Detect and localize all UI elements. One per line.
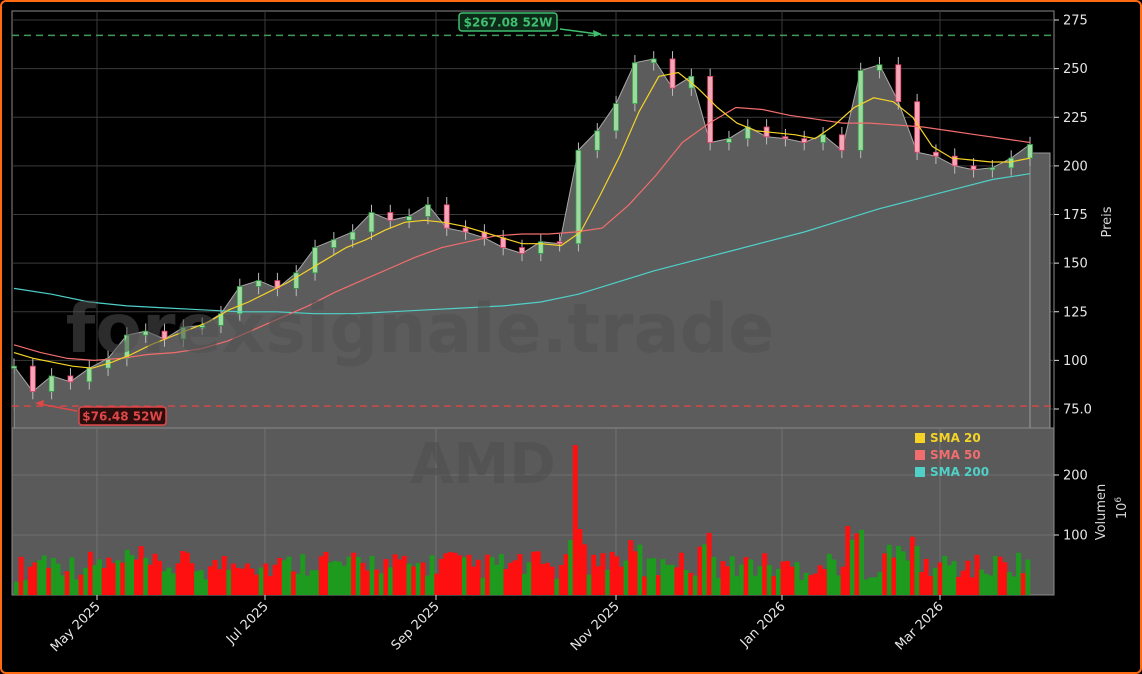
price-axis-title: Preis xyxy=(1100,206,1115,237)
ticker-watermark: AMD xyxy=(410,432,556,497)
svg-text:225: 225 xyxy=(1063,111,1088,126)
volume-bars xyxy=(14,445,1031,595)
svg-text:250: 250 xyxy=(1063,62,1088,77)
legend-label-sma20: SMA 20 xyxy=(930,431,981,445)
price-axis: 75.0 100 125 150 175 200 225 250 275 xyxy=(1054,14,1092,418)
watermark-text: forexsignale.trade xyxy=(66,290,775,369)
svg-text:Jan 2026: Jan 2026 xyxy=(737,599,789,651)
legend-label-sma50: SMA 50 xyxy=(930,448,981,462)
legend: SMA 20 SMA 50 SMA 200 xyxy=(915,431,989,479)
svg-text:75.0: 75.0 xyxy=(1063,403,1092,418)
svg-text:200: 200 xyxy=(1063,469,1088,484)
52w-high-annotation: $267.08 52W xyxy=(458,12,602,37)
52w-low-annotation: $76.48 52W xyxy=(35,400,167,426)
svg-text:$267.08 52W: $267.08 52W xyxy=(464,16,553,30)
price-area-tail xyxy=(1029,152,1051,429)
volume-axis-unit: 106 xyxy=(1114,497,1130,520)
legend-label-sma200: SMA 200 xyxy=(930,465,989,479)
svg-text:$76.48 52W: $76.48 52W xyxy=(82,410,162,424)
svg-text:175: 175 xyxy=(1063,208,1088,223)
svg-text:125: 125 xyxy=(1063,305,1088,320)
svg-text:100: 100 xyxy=(1063,354,1088,369)
legend-swatch-sma200 xyxy=(915,467,925,477)
svg-text:Jul 2025: Jul 2025 xyxy=(223,599,272,648)
svg-text:Mar 2026: Mar 2026 xyxy=(893,599,947,653)
price-area xyxy=(13,58,1031,429)
sma20-line xyxy=(13,71,1031,369)
volume-axis-title: Volumen xyxy=(1094,484,1109,541)
svg-text:Sep 2025: Sep 2025 xyxy=(389,599,443,653)
svg-text:275: 275 xyxy=(1063,14,1088,29)
svg-text:150: 150 xyxy=(1063,257,1088,272)
legend-swatch-sma50 xyxy=(915,450,925,460)
svg-text:May 2025: May 2025 xyxy=(48,599,104,655)
time-axis: May 2025 Jul 2025 Sep 2025 Nov 2025 Jan 2026… xyxy=(48,595,947,655)
legend-swatch-sma20 xyxy=(915,433,925,443)
volume-axis: 100 200 xyxy=(1054,469,1088,544)
svg-text:100: 100 xyxy=(1063,529,1088,544)
sma50-line xyxy=(13,106,1031,362)
sma200-line xyxy=(13,173,1031,315)
svg-text:Nov 2025: Nov 2025 xyxy=(568,599,623,654)
svg-text:200: 200 xyxy=(1063,159,1088,174)
